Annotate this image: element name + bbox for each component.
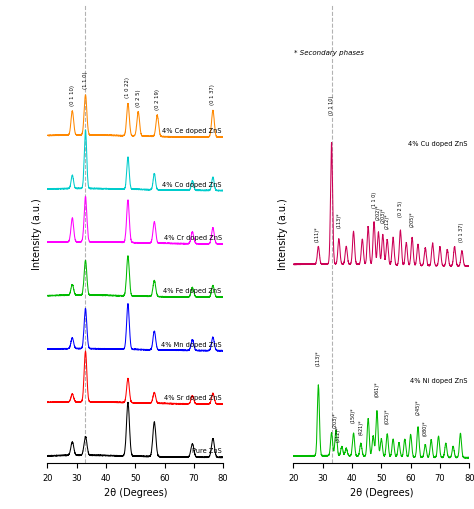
Text: (202)*: (202)* [376, 204, 381, 219]
Text: 4% Ni doped ZnS: 4% Ni doped ZnS [410, 378, 468, 384]
Text: 4% Fe doped ZnS: 4% Fe doped ZnS [164, 288, 222, 294]
Text: (312)*: (312)* [336, 426, 340, 441]
Text: (150)*: (150)* [351, 407, 356, 422]
Text: (205)*: (205)* [410, 211, 415, 227]
Text: (1 1 0): (1 1 0) [372, 191, 376, 207]
Text: 4% Cu doped ZnS: 4% Cu doped ZnS [408, 141, 468, 147]
X-axis label: 2θ (Degrees): 2θ (Degrees) [103, 488, 167, 497]
Text: (203)*: (203)* [380, 207, 385, 222]
Text: Pure ZnS: Pure ZnS [192, 447, 222, 454]
Text: (061)*: (061)* [374, 381, 380, 396]
Text: (212)*: (212)* [385, 213, 390, 229]
Text: (0 1 10): (0 1 10) [70, 84, 75, 105]
Text: (0 1 10): (0 1 10) [329, 96, 334, 115]
X-axis label: 2θ (Degrees): 2θ (Degrees) [350, 488, 413, 497]
Text: (1 0 22): (1 0 22) [126, 77, 130, 98]
Y-axis label: Intensity (a.u.): Intensity (a.u.) [278, 199, 288, 270]
Text: (080)*: (080)* [423, 420, 428, 435]
Text: (025)*: (025)* [385, 407, 390, 423]
Text: (0 2 19): (0 2 19) [155, 89, 160, 110]
Text: (113)*: (113)* [337, 212, 341, 228]
Text: 4% Sr doped ZnS: 4% Sr doped ZnS [164, 394, 222, 401]
Text: (0 2 5): (0 2 5) [398, 201, 403, 217]
Text: 4% Cr doped ZnS: 4% Cr doped ZnS [164, 235, 222, 241]
Text: (203)*: (203)* [333, 411, 337, 427]
Text: (421)*: (421)* [358, 419, 364, 434]
Text: (111)*: (111)* [315, 226, 320, 242]
Text: * Secondary phases: * Secondary phases [294, 50, 364, 56]
Text: (245)*: (245)* [416, 399, 420, 414]
Text: (0 1 37): (0 1 37) [459, 222, 465, 241]
Text: 4% Ce doped ZnS: 4% Ce doped ZnS [162, 128, 222, 134]
Text: (0 1 37): (0 1 37) [210, 84, 215, 104]
Text: (0 2 5): (0 2 5) [136, 89, 141, 107]
Y-axis label: Intensity (a.u.): Intensity (a.u.) [32, 199, 42, 270]
Text: 4% Co doped ZnS: 4% Co doped ZnS [162, 181, 222, 187]
Text: (113)*: (113)* [316, 350, 321, 365]
Text: (1 1 0): (1 1 0) [83, 72, 88, 89]
Text: 4% Mn doped ZnS: 4% Mn doped ZnS [161, 341, 222, 347]
